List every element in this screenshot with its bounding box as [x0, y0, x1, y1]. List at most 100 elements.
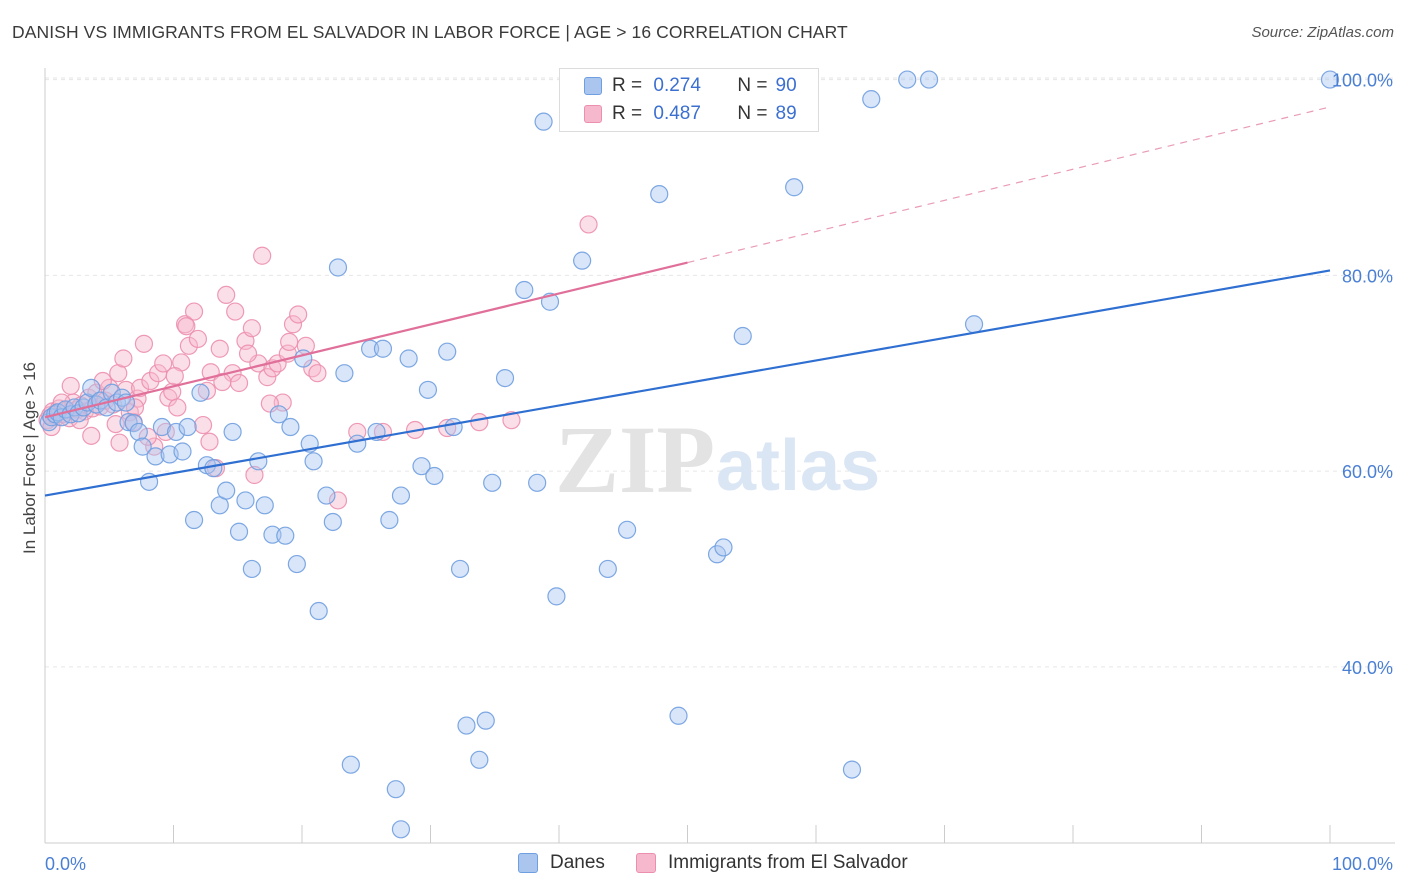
- danes-point: [412, 457, 431, 476]
- salvador-point: [165, 367, 184, 386]
- salvador-point: [229, 373, 249, 393]
- salvador-point: [188, 329, 208, 349]
- danes-point: [669, 706, 688, 725]
- danes-point: [236, 491, 255, 510]
- danes-point: [317, 486, 336, 505]
- salvador-point: [154, 354, 173, 373]
- bottom-salvador-swatch: [636, 853, 656, 873]
- chart-source: Source: ZipAtlas.com: [1251, 24, 1394, 41]
- danes-point: [476, 711, 495, 730]
- danes-point: [380, 510, 399, 530]
- salvador-point: [283, 315, 303, 334]
- danes-point: [255, 496, 274, 515]
- danes-point: [348, 434, 367, 453]
- salvador-point: [177, 317, 196, 336]
- salvador-point: [289, 305, 308, 324]
- danes-point: [438, 342, 457, 361]
- danes-point: [287, 554, 306, 574]
- salvador-point: [114, 349, 133, 368]
- salvador-point: [245, 465, 264, 485]
- salvador-point: [308, 364, 327, 383]
- salvador-point: [280, 332, 299, 351]
- danes-point: [598, 559, 617, 579]
- danes-point: [919, 70, 939, 89]
- danes-point: [242, 559, 261, 579]
- bottom-salvador-label: Immigrants from El Salvador: [668, 852, 908, 873]
- danes-point: [341, 755, 360, 774]
- legend-salvador-n: 89: [775, 103, 797, 124]
- x-tick-label-start: 0.0%: [45, 854, 86, 874]
- axes: [44, 68, 1395, 844]
- danes-point: [129, 422, 148, 442]
- salvador-point: [141, 371, 160, 391]
- legend-n-label-2: N =: [737, 103, 768, 124]
- danes-swatch: [584, 77, 602, 95]
- trend-lines: [44, 106, 1331, 497]
- danes-point: [217, 481, 236, 500]
- danes-point: [399, 349, 418, 368]
- danes-point: [842, 760, 862, 779]
- y-tick-label: 100.0%: [1332, 71, 1393, 91]
- salvador-point: [328, 491, 348, 510]
- danes-point: [707, 545, 727, 564]
- bottom-legend-salvador: Immigrants from El Salvador: [636, 852, 908, 874]
- legend-danes-r: 0.274: [653, 75, 701, 96]
- salvador-trend-line: [44, 261, 688, 419]
- y-tick-label: 60.0%: [1342, 462, 1393, 482]
- salvador-point: [110, 433, 129, 452]
- danes-point: [483, 473, 502, 492]
- y-tick-label: 80.0%: [1342, 266, 1393, 286]
- salvador-point: [200, 432, 219, 451]
- legend-n-label: N =: [737, 75, 768, 96]
- danes-trend-line: [44, 269, 1331, 497]
- legend-r-label-2: R =: [612, 103, 643, 124]
- danes-point: [191, 383, 210, 402]
- danes-point: [898, 70, 917, 89]
- danes-point: [573, 251, 592, 270]
- salvador-point: [242, 319, 261, 338]
- danes-point: [391, 820, 411, 839]
- salvador-point: [179, 336, 199, 355]
- danes-point: [152, 417, 172, 437]
- salvador-point: [120, 403, 139, 422]
- salvador-point: [61, 376, 80, 396]
- danes-point: [184, 510, 204, 530]
- danes-point: [1320, 70, 1340, 89]
- danes-point: [425, 466, 444, 486]
- danes-point: [361, 339, 380, 358]
- bottom-danes-label: Danes: [550, 852, 605, 873]
- salvador-point: [238, 344, 258, 363]
- danes-point: [547, 587, 566, 606]
- danes-point: [124, 414, 143, 433]
- danes-point: [249, 452, 268, 471]
- danes-point: [309, 601, 328, 621]
- danes-point: [528, 473, 547, 492]
- danes-point: [733, 326, 752, 346]
- chart-title: DANISH VS IMMIGRANTS FROM EL SALVADOR IN…: [12, 22, 848, 42]
- danes-point: [82, 378, 101, 397]
- legend-row-danes: R = 0.274 N = 90: [584, 75, 797, 97]
- salvador-point: [502, 411, 521, 430]
- legend-box: R = 0.274 N = 90 R = 0.487 N = 89: [559, 68, 819, 132]
- danes-point: [269, 405, 288, 424]
- legend-danes-n: 90: [775, 75, 797, 96]
- danes-point: [862, 90, 881, 109]
- danes-point: [386, 780, 405, 799]
- salvador-point: [258, 368, 277, 387]
- tick-labels: 100.0% 80.0% 60.0% 40.0% 0.0% 100.0%: [45, 71, 1393, 874]
- salvador-point: [197, 381, 217, 400]
- danes-point: [495, 368, 515, 388]
- danes-point: [515, 280, 534, 300]
- danes-point: [418, 380, 438, 399]
- danes-point: [223, 422, 242, 442]
- salvador-point: [193, 415, 213, 435]
- danes-point: [146, 447, 165, 466]
- salvador-point: [184, 302, 204, 321]
- watermark-zip: ZIP: [555, 406, 715, 513]
- danes-point: [263, 525, 282, 544]
- salvador-trend-extension: [687, 106, 1331, 264]
- danes-point: [133, 437, 152, 456]
- danes-point: [281, 417, 300, 437]
- salvador-point: [210, 339, 229, 358]
- salvador-point: [130, 378, 150, 397]
